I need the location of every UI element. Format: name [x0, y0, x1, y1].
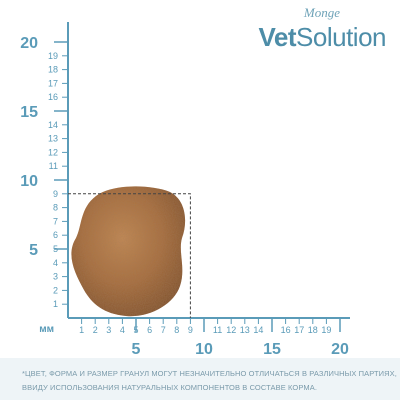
disclaimer-line-2: ВВИДУ ИСПОЛЬЗОВАНИЯ НАТУРАЛЬНЫХ КОМПОНЕН… — [22, 383, 318, 392]
x-major-label: 5 — [132, 341, 141, 358]
y-tick-label: 2 — [53, 285, 58, 295]
x-major-label: 10 — [195, 341, 213, 358]
unit-label: мм — [39, 324, 54, 335]
x-tick-label: 17 — [294, 325, 304, 335]
x-tick-label: 11 — [213, 325, 222, 335]
x-tick-label: 3 — [106, 325, 111, 335]
brand-monge-logo: Monge — [303, 5, 340, 20]
y-major-label: 5 — [29, 242, 38, 259]
x-tick-label: 7 — [161, 325, 166, 335]
kibble-image — [71, 186, 186, 317]
brand-vet: Vet — [258, 22, 297, 52]
y-major-label: 10 — [20, 173, 38, 190]
y-tick-label: 13 — [48, 134, 58, 144]
y-tick-label: 17 — [48, 78, 58, 88]
y-tick-label: 18 — [48, 65, 58, 75]
x-tick-label: 9 — [188, 325, 193, 335]
y-tick-label: 1 — [53, 299, 58, 309]
x-tick-label: 6 — [147, 325, 152, 335]
y-tick-label: 16 — [48, 92, 58, 102]
x-tick-label: 16 — [281, 325, 291, 335]
y-tick-label: 3 — [53, 272, 58, 282]
x-major-label: 15 — [263, 341, 281, 358]
kibble-size-box — [68, 193, 191, 318]
disclaimer-line-1: *ЦВЕТ, ФОРМА И РАЗМЕР ГРАНУЛ МОГУТ НЕЗНА… — [22, 369, 397, 378]
x-major-label: 20 — [331, 341, 349, 358]
x-tick-label: 2 — [93, 325, 98, 335]
y-tick-label: 12 — [48, 147, 58, 157]
y-tick-label: 19 — [48, 51, 58, 61]
brand-solution: Solution — [296, 22, 386, 52]
x-tick-label: 13 — [240, 325, 250, 335]
y-tick-label: 8 — [53, 203, 58, 213]
x-tick-label: 14 — [253, 325, 263, 335]
y-major-label: 15 — [20, 104, 38, 121]
y-tick-label: 11 — [49, 161, 58, 171]
y-tick-label: 14 — [48, 120, 58, 130]
y-tick-label: 9 — [53, 189, 58, 199]
x-tick-label: 18 — [308, 325, 318, 335]
disclaimer-footer: *ЦВЕТ, ФОРМА И РАЗМЕР ГРАНУЛ МОГУТ НЕЗНА… — [0, 358, 400, 400]
y-tick-label: 6 — [53, 230, 58, 240]
x-tick-label: 1 — [79, 325, 84, 335]
x-tick-label: 19 — [321, 325, 331, 335]
y-tick-label: 4 — [53, 258, 58, 268]
x-tick-label: 8 — [174, 325, 179, 335]
x-tick-label: 12 — [226, 325, 236, 335]
x-tick-label: 4 — [120, 325, 125, 335]
brand-vetsolution-logo: VetSolution — [259, 22, 387, 53]
y-major-label: 20 — [20, 35, 38, 52]
y-tick-label: 7 — [53, 216, 58, 226]
